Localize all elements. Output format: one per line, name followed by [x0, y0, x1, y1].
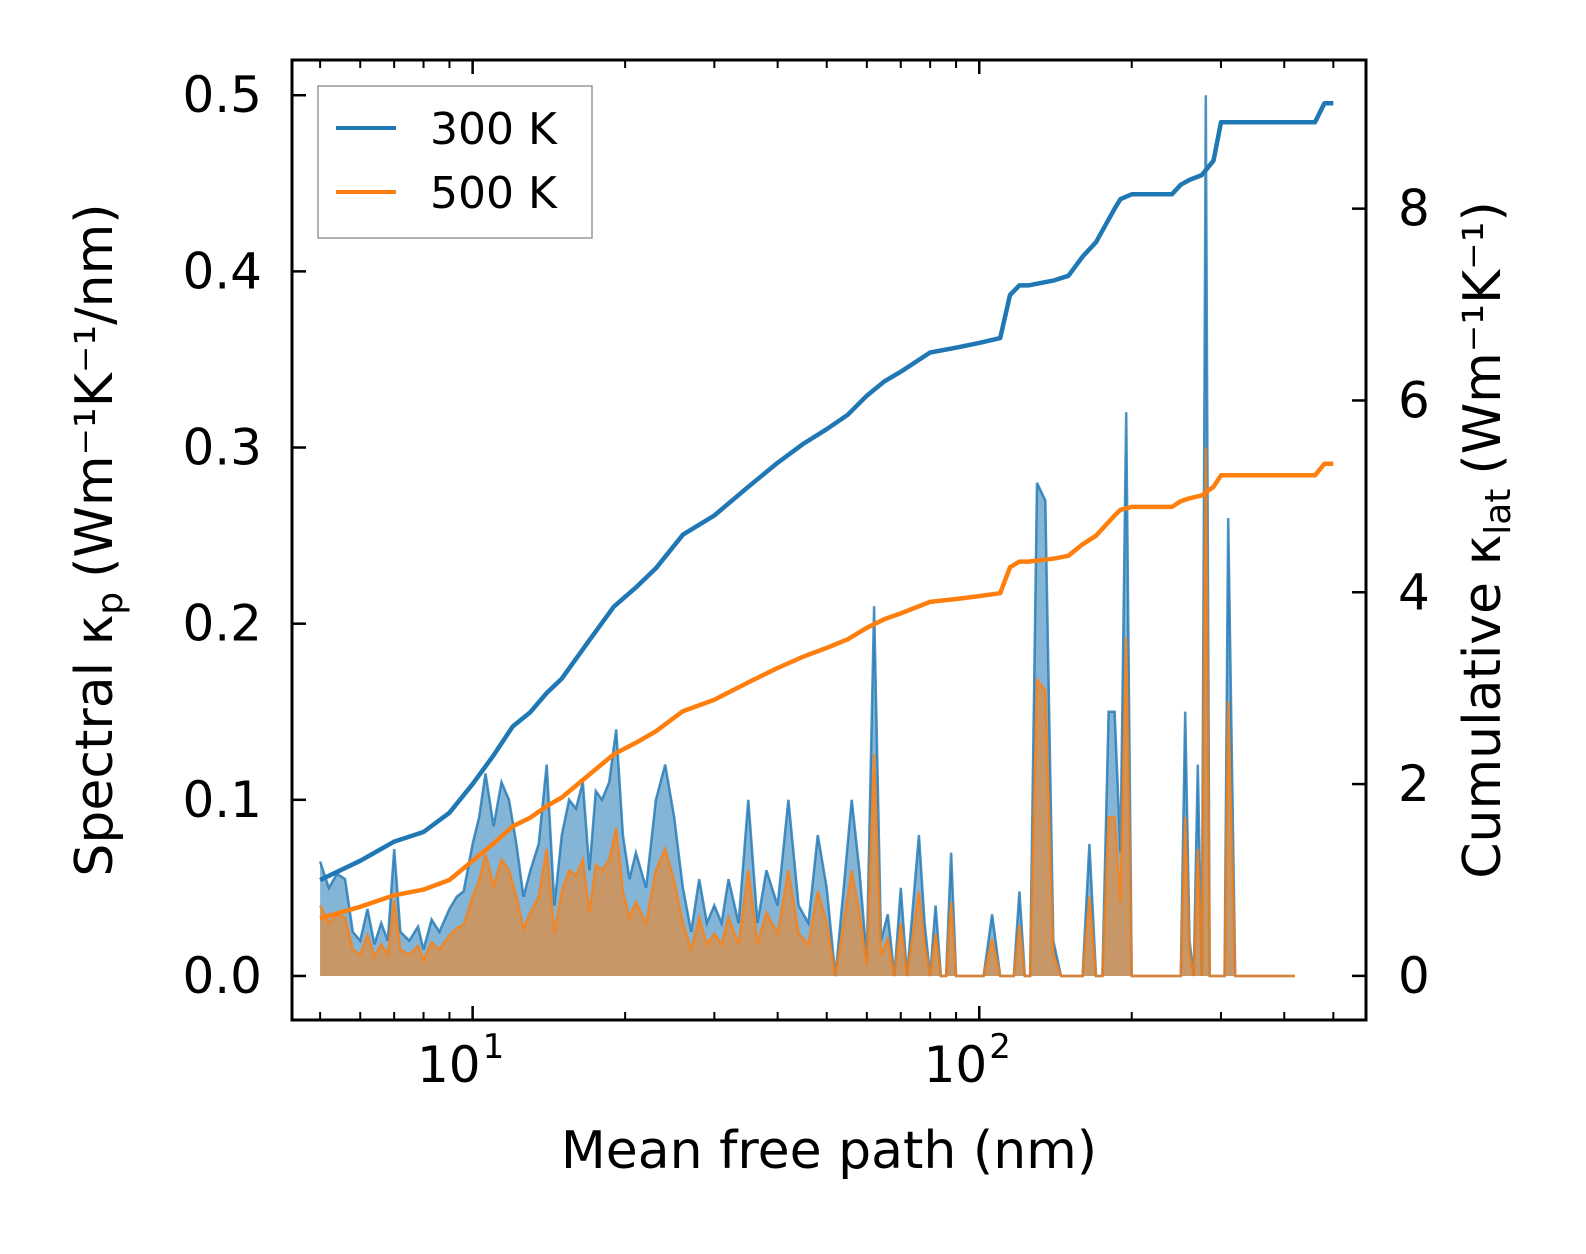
legend-label-500K: 500 K [430, 168, 558, 219]
cumulative-lines [319, 100, 1334, 921]
y-right-tick-label: 6 [1398, 371, 1430, 429]
y-right-tick-label: 2 [1398, 755, 1430, 813]
y-left-title-sub: p [90, 592, 131, 615]
y-left-title-main: Spectral κ [65, 615, 125, 877]
y-right-tick-label: 0 [1398, 947, 1430, 1005]
y-right-title-main: Cumulative κ [1453, 535, 1513, 879]
x-tick-labels: 10 1 10 2 [417, 1027, 1011, 1094]
spectral-line-500K [318, 447, 1295, 978]
y-left-tick-labels: 0.0 0.1 0.2 0.3 0.4 0.5 [182, 66, 262, 1005]
y-left-tick-label: 0.2 [182, 595, 262, 653]
x-tick-exponent-1: 1 [483, 1027, 505, 1067]
y-right-title-sub: lat [1478, 489, 1519, 535]
cumulative-line-300K [319, 100, 1334, 883]
plot-area [318, 95, 1334, 978]
legend-label-300K: 300 K [430, 104, 558, 155]
y-left-axis-title: Spectral κp (Wm⁻¹K⁻¹/nm) [65, 203, 131, 876]
legend: 300 K 500 K [317, 85, 593, 239]
y-right-tick-labels: 0 2 4 6 8 [1398, 180, 1430, 1005]
y-right-tick-label: 8 [1398, 180, 1430, 238]
y-left-tick-label: 0.1 [182, 771, 262, 829]
spectral-line-300K [318, 95, 1295, 978]
y-left-tick-label: 0.0 [182, 947, 262, 1005]
y-left-title-units: (Wm⁻¹K⁻¹/nm) [65, 203, 125, 577]
spectral-fill-500K [320, 447, 1296, 976]
x-tick-exponent-2: 2 [989, 1027, 1011, 1067]
y-right-title-units: (Wm⁻¹K⁻¹) [1453, 201, 1513, 474]
axes-frame [290, 58, 1368, 1022]
y-right-axis-title: Cumulative κlat (Wm⁻¹K⁻¹) [1453, 201, 1519, 879]
y-right-tick-label: 4 [1398, 563, 1430, 621]
x-axis-title: Mean free path (nm) [561, 1121, 1097, 1181]
y-left-tick-label: 0.3 [182, 419, 262, 477]
spectral-lines [318, 95, 1295, 978]
x-tick-label-10: 10 [417, 1036, 481, 1094]
tick-marks [292, 60, 1366, 1020]
y-left-tick-label: 0.5 [182, 66, 262, 124]
legend-box [317, 85, 593, 239]
y-left-tick-label: 0.4 [182, 242, 262, 300]
x-tick-label-100: 10 [924, 1036, 988, 1094]
cumulative-line-500K [319, 461, 1334, 921]
